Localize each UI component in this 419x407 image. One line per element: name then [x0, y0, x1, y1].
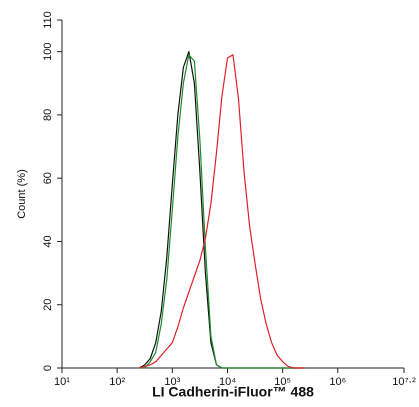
y-tick-label: 80	[42, 109, 54, 121]
x-tick-label: 10⁷·²	[392, 376, 416, 388]
y-tick-label: 110	[42, 11, 54, 29]
x-tick-label: 10⁴	[219, 376, 236, 388]
y-tick-label: 60	[42, 172, 54, 184]
series-line	[139, 54, 305, 369]
x-tick-label: 10¹	[54, 376, 70, 388]
series-line	[139, 54, 305, 369]
x-tick-label: 10²	[109, 376, 125, 388]
y-axis-label: Count (%)	[16, 169, 28, 219]
x-tick-label: 10⁶	[329, 376, 346, 388]
y-tick-label: 40	[42, 235, 54, 247]
x-tick-label: 10⁵	[274, 376, 291, 388]
x-axis-label: LI Cadherin-iFluor™ 488	[152, 384, 314, 400]
y-tick-label: 20	[42, 299, 54, 311]
y-tick-label: 100	[42, 42, 54, 60]
x-tick-label: 10³	[164, 376, 180, 388]
y-tick-label: 0	[42, 365, 54, 371]
